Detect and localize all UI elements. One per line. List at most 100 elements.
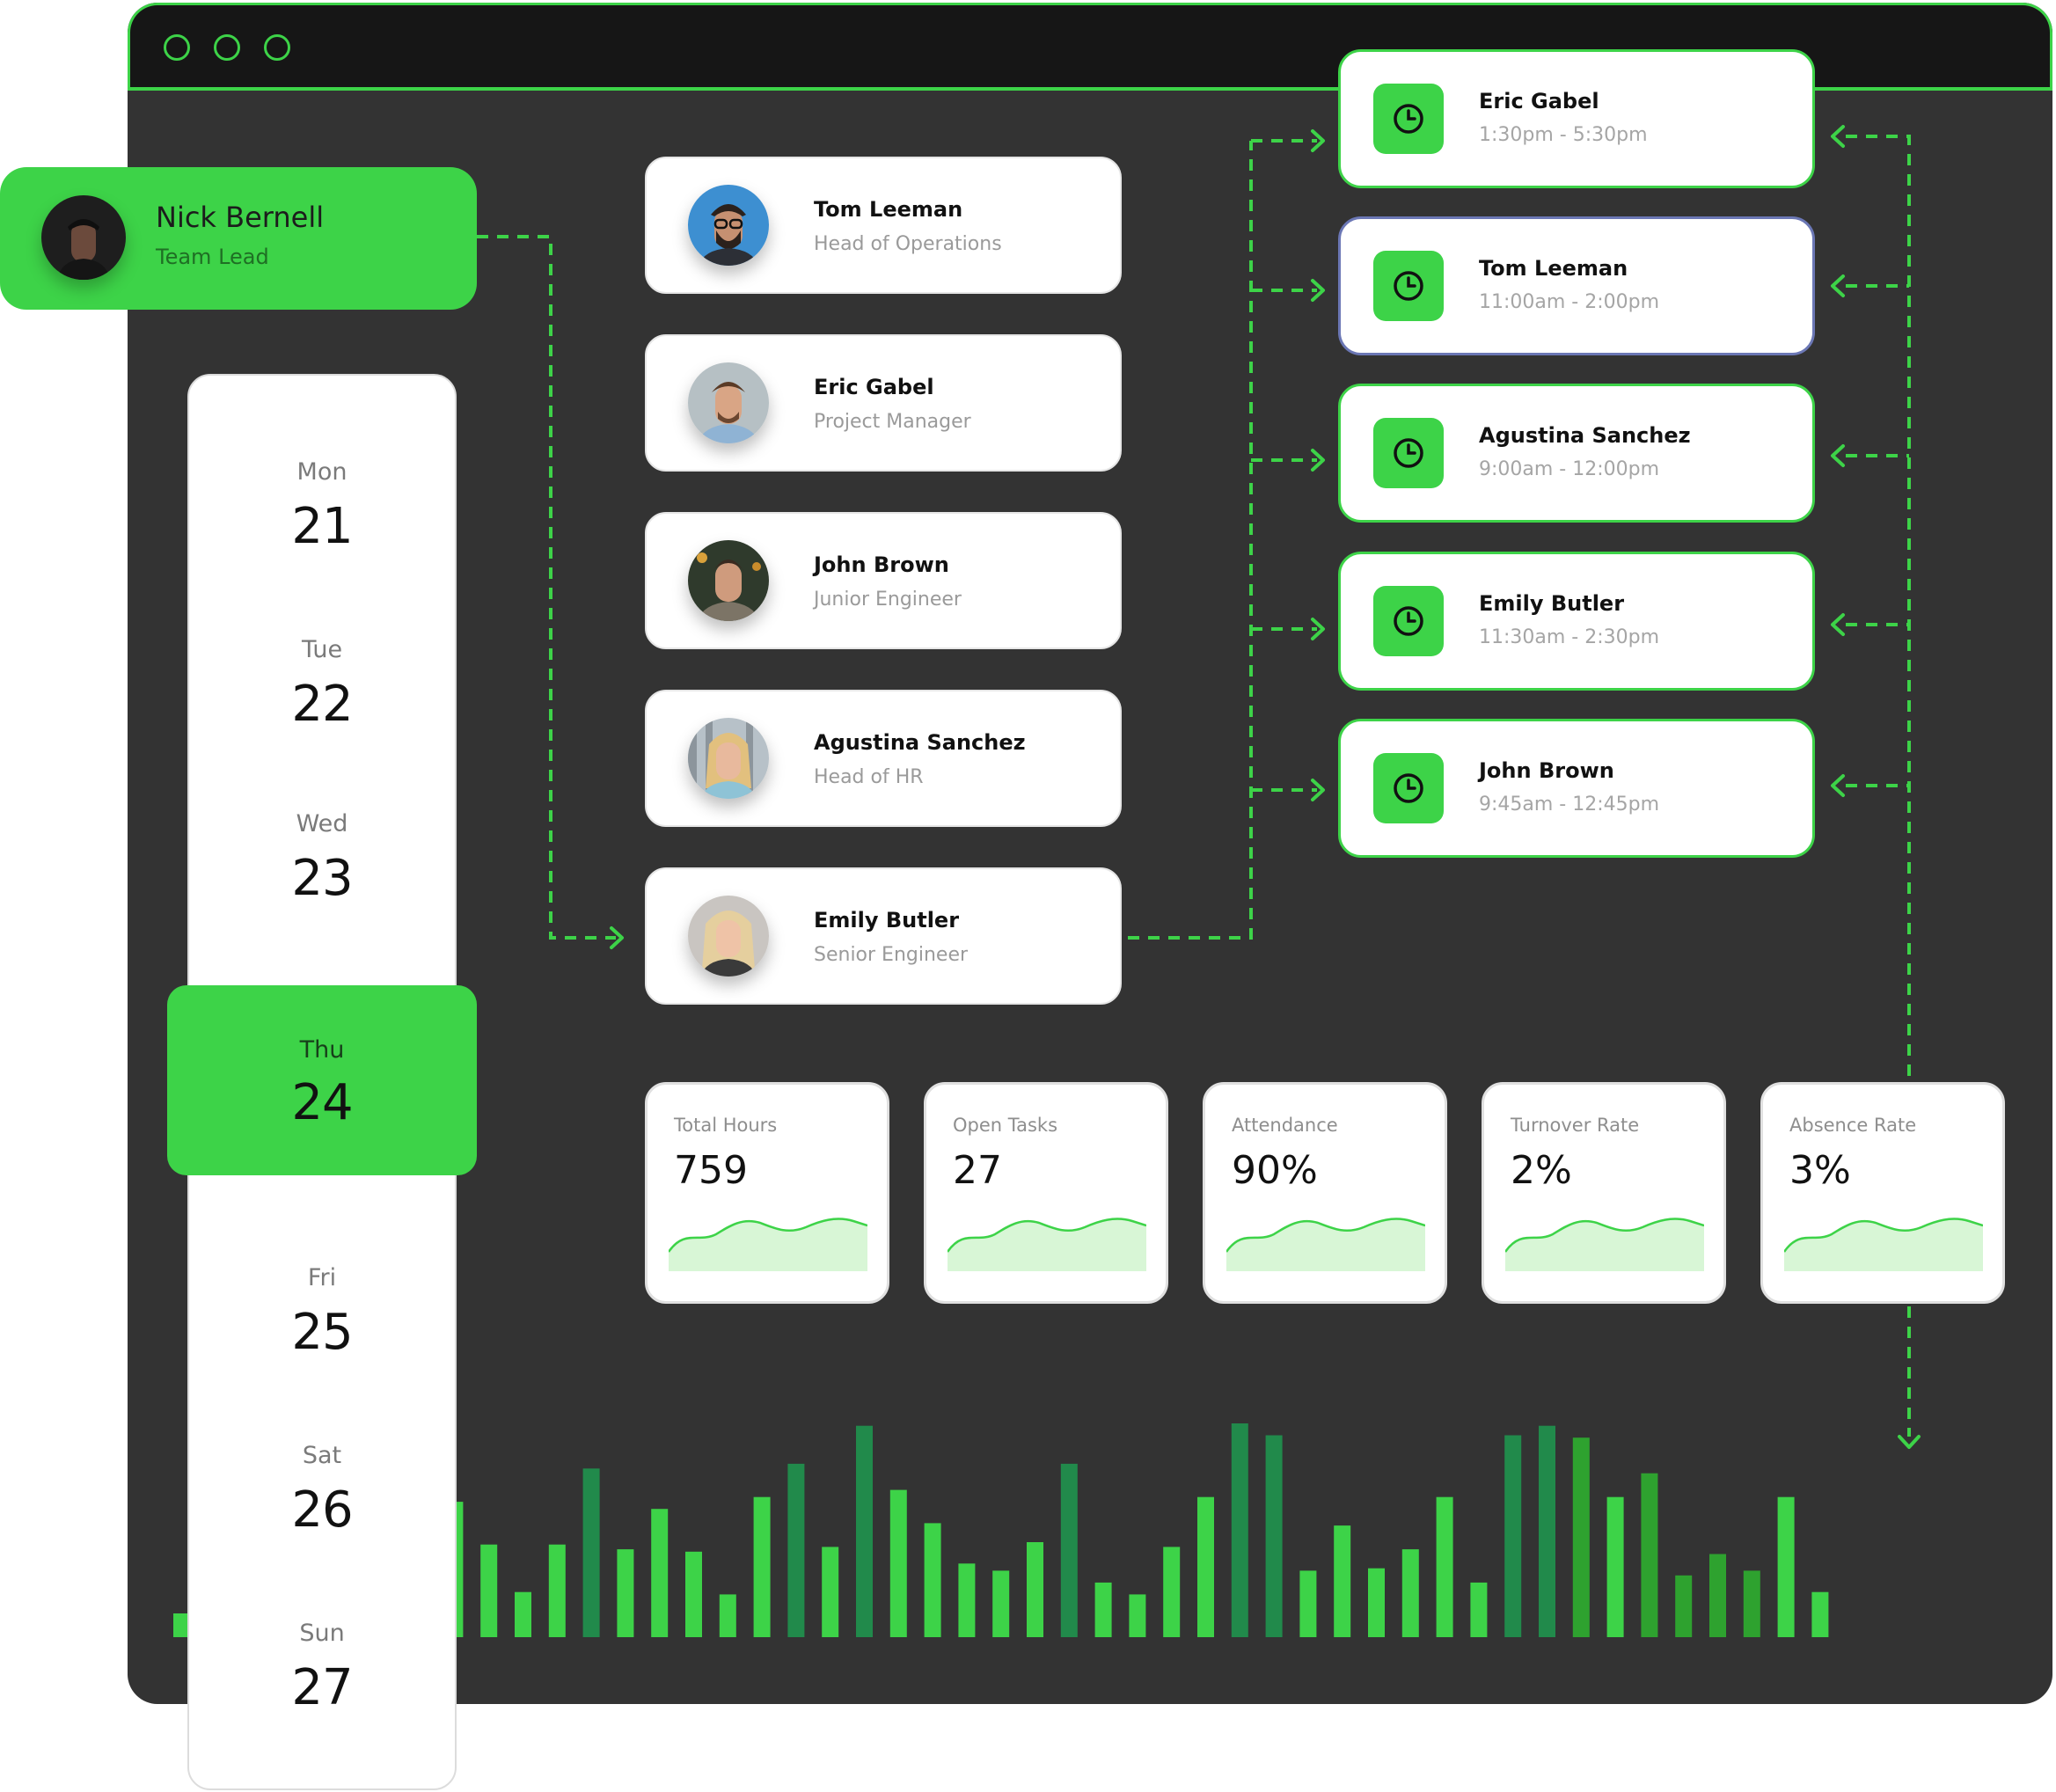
stat-card-absence-rate[interactable]: Absence Rate 3% — [1760, 1082, 2005, 1304]
chart-bar — [685, 1551, 702, 1637]
profile-card[interactable]: Nick Bernell Team Lead — [0, 167, 477, 310]
schedule-card[interactable]: Agustina Sanchez 9:00am - 12:00pm — [1338, 384, 1815, 523]
stat-value: 27 — [953, 1148, 1002, 1193]
clock-icon — [1373, 753, 1444, 823]
schedule-card[interactable]: Tom Leeman 11:00am - 2:00pm — [1338, 216, 1815, 355]
arrow-left-icon — [1831, 274, 1845, 297]
sparkline-chart — [1226, 1218, 1425, 1271]
stat-card-turnover-rate[interactable]: Turnover Rate 2% — [1482, 1082, 1726, 1304]
stat-card-attendance[interactable]: Attendance 90% — [1203, 1082, 1447, 1304]
chart-bar — [992, 1570, 1010, 1637]
schedule-name: Agustina Sanchez — [1479, 423, 1691, 448]
schedule-card[interactable]: John Brown 9:45am - 12:45pm — [1338, 719, 1815, 858]
employee-card[interactable]: Eric Gabel Project Manager — [645, 334, 1122, 472]
calendar-day-sun[interactable]: Sun 27 — [189, 1620, 455, 1716]
schedule-name: Tom Leeman — [1479, 256, 1628, 281]
chart-bar — [1504, 1435, 1522, 1637]
chart-bar — [1436, 1496, 1453, 1637]
employee-role: Project Manager — [814, 411, 971, 433]
chart-bar — [1572, 1437, 1590, 1637]
chart-bar — [1197, 1496, 1214, 1637]
schedule-card[interactable]: Emily Butler 11:30am - 2:30pm — [1338, 552, 1815, 691]
employee-name: John Brown — [814, 552, 949, 577]
schedule-name: John Brown — [1479, 758, 1614, 783]
stat-card-total-hours[interactable]: Total Hours 759 — [645, 1082, 889, 1304]
employee-card[interactable]: Emily Butler Senior Engineer — [645, 867, 1122, 1005]
chart-bar — [1606, 1496, 1624, 1637]
arrow-left-icon — [1831, 774, 1845, 797]
chart-bar — [753, 1496, 771, 1637]
window-minimize-button[interactable] — [214, 34, 240, 61]
avatar — [688, 540, 769, 621]
profile-name: Nick Bernell — [156, 201, 325, 234]
clock-icon — [1373, 84, 1444, 154]
chart-bar — [617, 1549, 634, 1637]
day-number: 22 — [291, 676, 353, 733]
employee-role: Senior Engineer — [814, 944, 969, 966]
calendar-day-thu-selected[interactable]: Thu 24 — [167, 985, 477, 1175]
chart-bar — [651, 1509, 669, 1637]
day-name: Fri — [307, 1264, 337, 1291]
chart-bar — [958, 1563, 976, 1637]
chart-bar — [1777, 1496, 1795, 1637]
chart-bar — [1129, 1594, 1146, 1637]
day-number: 27 — [291, 1659, 353, 1716]
chart-bar — [719, 1594, 736, 1637]
arrow-left-icon — [1831, 125, 1845, 148]
window-maximize-button[interactable] — [264, 34, 290, 61]
day-number: 23 — [291, 850, 353, 907]
calendar-day-sat[interactable]: Sat 26 — [189, 1442, 455, 1539]
chart-bar — [1060, 1463, 1078, 1637]
calendar-day-wed[interactable]: Wed 23 — [189, 810, 455, 907]
chart-bar — [787, 1463, 805, 1637]
arrow-down-icon — [1898, 1435, 1921, 1449]
day-name: Sat — [302, 1442, 342, 1469]
connector-return-line — [1846, 135, 1911, 1078]
calendar-day-fri[interactable]: Fri 25 — [189, 1264, 455, 1361]
day-number: 24 — [291, 1074, 353, 1131]
chart-bar — [856, 1425, 873, 1637]
employee-card[interactable]: Agustina Sanchez Head of HR — [645, 690, 1122, 827]
stat-label: Attendance — [1232, 1115, 1338, 1136]
stat-value: 3% — [1789, 1148, 1851, 1193]
chart-bar — [173, 1613, 190, 1637]
avatar — [688, 185, 769, 266]
employee-role: Head of Operations — [814, 233, 1002, 255]
connector-profile-to-employee — [477, 235, 616, 940]
employee-role: Head of HR — [814, 766, 924, 788]
calendar-day-tue[interactable]: Tue 22 — [189, 636, 455, 733]
schedule-time: 1:30pm - 5:30pm — [1479, 124, 1648, 146]
schedule-time: 9:45am - 12:45pm — [1479, 794, 1660, 816]
chart-bar — [548, 1544, 566, 1637]
day-name: Tue — [301, 636, 343, 663]
window-close-button[interactable] — [164, 34, 190, 61]
arrow-right-icon — [610, 926, 624, 949]
clock-icon — [1373, 586, 1444, 656]
stat-value: 90% — [1232, 1148, 1318, 1193]
employee-card[interactable]: Tom Leeman Head of Operations — [645, 157, 1122, 294]
connector-employee-to-schedules — [1128, 141, 1253, 940]
schedule-card[interactable]: Eric Gabel 1:30pm - 5:30pm — [1338, 49, 1815, 188]
schedule-time: 9:00am - 12:00pm — [1479, 458, 1660, 480]
chart-bar — [1401, 1549, 1419, 1637]
employee-card[interactable]: John Brown Junior Engineer — [645, 512, 1122, 649]
chart-bar — [1470, 1582, 1488, 1637]
clock-icon — [1373, 418, 1444, 488]
chart-bar — [582, 1468, 600, 1637]
avatar — [688, 896, 769, 976]
schedule-time: 11:30am - 2:30pm — [1479, 626, 1660, 648]
chart-bar — [1539, 1425, 1555, 1637]
connector-lines — [477, 125, 1921, 1449]
stat-card-open-tasks[interactable]: Open Tasks 27 — [924, 1082, 1168, 1304]
chart-bar — [1299, 1570, 1317, 1637]
schedule-name: Emily Butler — [1479, 591, 1625, 616]
calendar-day-mon[interactable]: Mon 21 — [189, 458, 455, 555]
chart-bar — [1027, 1542, 1043, 1637]
chart-bar — [1675, 1575, 1693, 1637]
chart-bar — [889, 1489, 907, 1637]
chart-bar — [1368, 1568, 1385, 1637]
day-number: 26 — [291, 1481, 353, 1539]
sparkline-chart — [948, 1218, 1146, 1271]
schedule-time: 11:00am - 2:00pm — [1479, 291, 1660, 313]
chart-bar — [515, 1591, 531, 1637]
